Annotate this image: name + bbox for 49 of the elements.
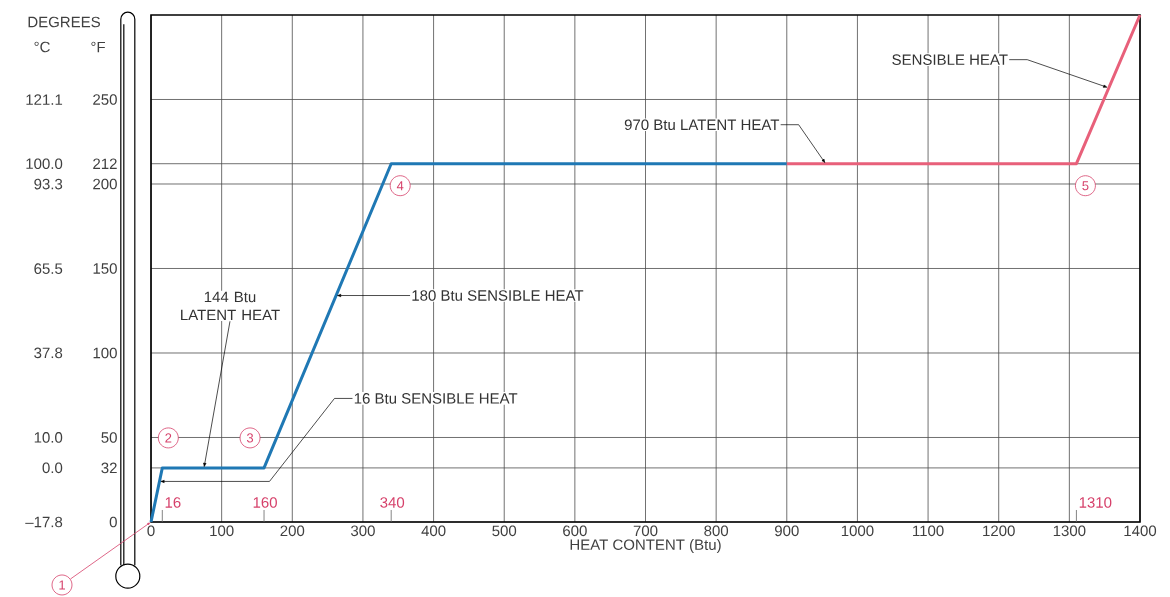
x-tick-label: 1200: [983, 525, 1015, 537]
y2-tick-label: 121.1: [26, 94, 63, 105]
y-tick-label: 32: [101, 462, 117, 474]
y-tick-label: 100: [93, 347, 117, 359]
annotation: 16: [165, 497, 181, 508]
y-tick-label: 50: [101, 432, 117, 443]
annotation: 3: [246, 433, 254, 443]
x-tick-label: 500: [492, 525, 517, 537]
y2-tick-label: 37.8: [34, 347, 63, 359]
y2-tick-label: 10.0: [34, 432, 63, 443]
annotation: SENSIBLE HEAT: [892, 54, 1008, 65]
y2-tick-label: 93.3: [34, 178, 63, 190]
y2-tick-label: 0.0: [42, 462, 63, 474]
x-tick-label: 600: [563, 525, 587, 537]
x-tick-label: 1100: [913, 525, 944, 537]
y2-axis-title: °C: [34, 41, 50, 53]
text: DEGREES: [28, 16, 100, 28]
x-axis-title: HEAT CONTENT (Btu): [570, 539, 721, 553]
x-tick-label: 100: [210, 525, 234, 537]
annotation: 970 Btu LATENT HEAT: [624, 119, 780, 131]
x-tick-label: 700: [633, 525, 658, 537]
y-axis-title: °F: [91, 41, 105, 53]
y-tick-label: 200: [93, 178, 117, 190]
x-tick-label: 900: [774, 525, 799, 537]
y-tick-label: 212: [93, 158, 117, 169]
x-tick-label: 1400: [1124, 525, 1157, 537]
x-tick-label: 400: [421, 525, 446, 537]
x-tick-label: 300: [350, 525, 375, 537]
annotation: 1310: [1079, 497, 1112, 508]
annotation: 340: [380, 497, 405, 508]
annotation: 1: [59, 580, 65, 590]
y2-tick-label: 100.0: [26, 158, 63, 170]
annotation: 180 Btu SENSIBLE HEAT: [412, 290, 584, 301]
y2-tick-label: 65.5: [34, 263, 63, 274]
y2-tick-label: –17.8: [25, 516, 63, 528]
x-tick-label: 0: [147, 525, 155, 537]
annotation: 160: [253, 497, 277, 508]
annotation: 16 Btu SENSIBLE HEAT: [354, 393, 518, 404]
x-tick-label: 200: [280, 525, 305, 537]
y-tick-label: 0: [109, 516, 117, 528]
y-tick-label: 250: [93, 94, 117, 105]
annotation: 4: [396, 181, 404, 191]
x-tick-label: 800: [704, 525, 729, 537]
x-tick-label: 1300: [1053, 525, 1086, 537]
annotation: 144 Btu LATENT HEAT: [181, 291, 280, 321]
y-tick-label: 150: [93, 263, 117, 274]
annotation: 5: [1082, 181, 1089, 191]
annotation: 2: [165, 433, 172, 443]
x-tick-label: 1000: [841, 525, 874, 537]
